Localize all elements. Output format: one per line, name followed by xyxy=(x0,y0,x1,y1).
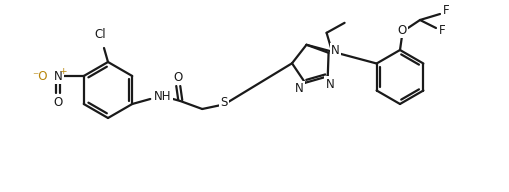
Text: NH: NH xyxy=(154,89,172,103)
Text: ⁻O: ⁻O xyxy=(32,70,48,83)
Text: N: N xyxy=(295,82,303,95)
Text: S: S xyxy=(220,95,228,108)
Text: +: + xyxy=(59,68,67,76)
Text: F: F xyxy=(439,23,445,36)
Text: N: N xyxy=(331,44,340,57)
Text: Cl: Cl xyxy=(94,28,106,41)
Text: O: O xyxy=(398,23,407,36)
Text: N: N xyxy=(53,70,62,83)
Text: O: O xyxy=(174,70,183,84)
Text: O: O xyxy=(53,95,63,108)
Text: F: F xyxy=(443,4,449,17)
Text: N: N xyxy=(325,78,334,91)
